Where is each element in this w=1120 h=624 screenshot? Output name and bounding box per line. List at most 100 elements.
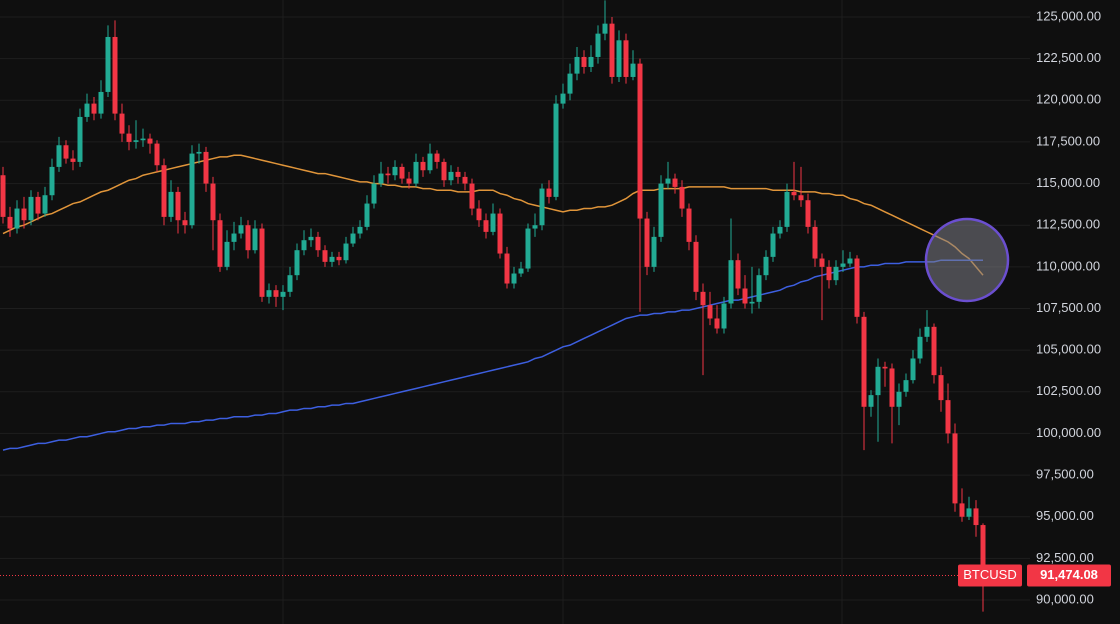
candle-body bbox=[525, 228, 531, 269]
y-tick-label: 90,000.00 bbox=[1036, 591, 1094, 606]
candle-body bbox=[140, 138, 146, 141]
candle-body bbox=[315, 236, 321, 251]
candle-body bbox=[322, 250, 328, 262]
candle-body bbox=[343, 243, 349, 261]
candle-body bbox=[371, 183, 377, 204]
candle-body bbox=[518, 268, 524, 274]
candle-body bbox=[609, 23, 615, 77]
y-tick-label: 100,000.00 bbox=[1036, 425, 1101, 440]
candle-body bbox=[308, 236, 314, 241]
candle-body bbox=[707, 305, 713, 319]
candle-body bbox=[714, 318, 720, 329]
candle-body bbox=[672, 178, 678, 187]
y-tick-label: 122,500.00 bbox=[1036, 50, 1101, 65]
candle-body bbox=[742, 288, 748, 304]
candle-body bbox=[413, 161, 419, 184]
candle-body bbox=[455, 171, 461, 177]
candle-body bbox=[98, 91, 104, 114]
candle-body bbox=[168, 191, 174, 217]
price-tag bbox=[1027, 564, 1111, 587]
candle-body bbox=[329, 256, 335, 262]
candle-body bbox=[392, 166, 398, 176]
highlight-circle bbox=[924, 217, 1010, 303]
candle-body bbox=[231, 233, 237, 242]
candle-body bbox=[784, 191, 790, 227]
candles bbox=[0, 0, 986, 612]
y-tick-label: 107,500.00 bbox=[1036, 300, 1101, 315]
candle-body bbox=[728, 260, 734, 304]
candle-body bbox=[805, 200, 811, 227]
candle-body bbox=[924, 326, 930, 337]
candle-body bbox=[539, 188, 545, 226]
y-tick-label: 95,000.00 bbox=[1036, 508, 1094, 523]
candle-body bbox=[364, 203, 370, 227]
candle-body bbox=[630, 63, 636, 77]
candle-body bbox=[182, 220, 188, 226]
candle-body bbox=[357, 226, 363, 234]
candle-body bbox=[427, 153, 433, 171]
candle-body bbox=[763, 256, 769, 276]
candle-body bbox=[294, 250, 300, 276]
candle-body bbox=[119, 113, 125, 134]
candle-body bbox=[56, 145, 62, 167]
candle-body bbox=[224, 241, 230, 267]
candle-body bbox=[259, 228, 265, 297]
candle-body bbox=[301, 240, 307, 251]
candle-body bbox=[959, 503, 965, 517]
candle-body bbox=[665, 178, 671, 184]
candle-body bbox=[567, 73, 573, 94]
candle-body bbox=[840, 263, 846, 267]
candle-body bbox=[63, 145, 69, 159]
y-tick-label: 97,500.00 bbox=[1036, 467, 1094, 482]
candle-body bbox=[819, 258, 825, 267]
candle-body bbox=[462, 176, 468, 184]
candle-body bbox=[910, 358, 916, 381]
candle-body bbox=[693, 241, 699, 292]
price-label: 91,474.08 bbox=[1040, 567, 1098, 582]
candle-body bbox=[812, 226, 818, 259]
candle-body bbox=[210, 183, 216, 221]
candle-body bbox=[399, 166, 405, 179]
candle-body bbox=[126, 133, 132, 142]
candle-body bbox=[189, 153, 195, 226]
y-tick-label: 115,000.00 bbox=[1036, 175, 1100, 190]
candle-body bbox=[175, 191, 181, 221]
candle-body bbox=[105, 36, 111, 92]
candle-body bbox=[735, 260, 741, 289]
candle-body bbox=[896, 391, 902, 407]
candle-body bbox=[112, 36, 118, 114]
candle-body bbox=[448, 171, 454, 181]
candle-body bbox=[966, 508, 972, 517]
candle-body bbox=[875, 366, 881, 396]
candle-body bbox=[651, 236, 657, 267]
candle-body bbox=[35, 196, 41, 214]
candle-body bbox=[147, 138, 153, 144]
candle-body bbox=[280, 291, 286, 297]
candle-body bbox=[903, 380, 909, 392]
candle-body bbox=[273, 290, 279, 297]
candle-body bbox=[441, 161, 447, 181]
candle-body bbox=[7, 216, 13, 229]
candle-body bbox=[602, 23, 608, 34]
candle-body bbox=[833, 266, 839, 281]
candle-body bbox=[28, 196, 34, 221]
candle-body bbox=[721, 303, 727, 329]
candle-body bbox=[756, 275, 762, 302]
candle-body bbox=[385, 173, 391, 176]
candle-body bbox=[798, 195, 804, 201]
candle-body bbox=[686, 208, 692, 242]
candle-body bbox=[588, 56, 594, 67]
candle-body bbox=[469, 183, 475, 209]
candle-body bbox=[581, 56, 587, 67]
candle-body bbox=[980, 525, 986, 576]
candle-body bbox=[546, 188, 552, 197]
candle-body bbox=[553, 103, 559, 197]
candle-body bbox=[973, 508, 979, 526]
moving-average-line bbox=[2, 259, 983, 451]
candle-body bbox=[560, 93, 566, 104]
candle-body bbox=[406, 178, 412, 184]
candle-body bbox=[616, 40, 622, 77]
candle-body bbox=[434, 153, 440, 162]
candle-body bbox=[574, 56, 580, 74]
